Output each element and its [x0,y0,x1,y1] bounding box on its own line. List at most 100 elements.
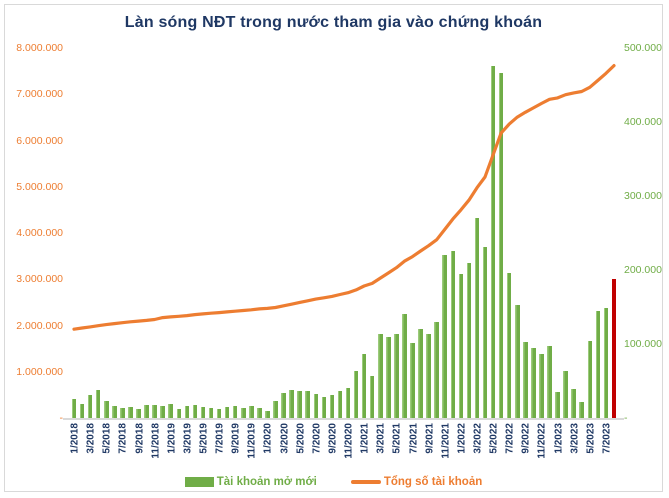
x-axis-tick-label: 11/2021 [440,423,452,459]
bar [200,406,206,418]
right-axis-tick-label: 100.000 [624,338,662,350]
bar [289,389,294,418]
chart-frame: Làn sóng NĐT trong nước tham gia vào chứ… [4,4,663,492]
bar [144,404,149,418]
bar [313,393,319,418]
bar [595,310,601,418]
chart-title: Làn sóng NĐT trong nước tham gia vào chứ… [124,14,543,31]
bar [418,329,423,418]
bar [265,410,270,418]
right-axis-tick-label: 500.000 [624,42,662,54]
bar [337,391,343,418]
x-axis-tick-label: 5/2019 [198,423,210,454]
x-axis-line [63,418,624,420]
x-axis-tick-label: 7/2018 [117,423,129,454]
bar [257,408,262,418]
bar [458,273,464,418]
x-axis-tick-label: 5/2018 [101,423,113,454]
bar [539,353,544,418]
left-axis-tick-label: 7.000.000 [16,88,63,101]
right-axis-tick-label: 300.000 [624,190,662,202]
x-axis-tick-label: 1/2019 [166,423,178,454]
right-axis-tick-label: 400.000 [624,116,662,128]
x-axis-tick-label: 3/2021 [375,423,387,454]
right-axis-tick-label: - [624,412,628,424]
bar [176,409,182,418]
bar [120,407,125,418]
x-axis-tick-label: 3/2018 [85,423,97,454]
bar [361,354,367,418]
bar [87,395,93,418]
bar [136,409,141,418]
left-axis-tick-label: 6.000.000 [16,134,63,147]
x-axis-tick-label: 9/2021 [424,423,436,454]
bar [79,403,85,418]
left-axis-tick-label: 5.000.000 [16,180,63,193]
bar [466,262,472,418]
bar [71,398,77,418]
left-axis-tick-label: 4.000.000 [16,227,63,239]
legend-bar-label: Tài khoản mở mới [216,476,317,488]
bar [160,406,165,418]
left-axis-tick-label: 1.000.000 [16,365,63,378]
bar [321,397,327,418]
legend: Tài khoản mở mới Tổng số tài khoản [5,471,662,491]
bar [305,391,310,418]
bar [603,307,609,418]
x-axis-tick-label: 7/2021 [408,423,419,454]
bar [345,387,351,418]
bar [442,255,447,418]
bar [192,404,198,418]
x-axis-tick-label: 3/2019 [182,423,194,454]
bar [555,392,560,418]
bar [587,341,593,418]
bar [249,406,254,418]
bar [95,389,101,418]
bar [152,405,157,418]
bar [224,406,230,418]
bar [547,346,552,418]
x-axis-tick-label: 11/2019 [246,423,258,459]
bar [232,406,238,418]
legend-line-swatch-icon [350,480,381,484]
x-axis-tick-label: 3/2020 [279,423,291,454]
x-axis-tick-label: 5/2023 [585,423,597,454]
bar [168,403,173,418]
bar [184,406,190,418]
x-axis-tick-label: 5/2020 [295,423,307,454]
bar [273,400,278,418]
bar [353,371,359,418]
x-axis-tick-label: 9/2020 [327,423,339,454]
left-axis-tick-label: 8.000.000 [16,42,63,54]
bar [112,406,117,418]
bar [208,408,214,418]
bar [281,392,286,418]
x-axis-tick-label: 5/2022 [488,423,500,454]
x-axis-tick-label: 1/2023 [553,423,565,454]
bar [434,321,439,418]
left-axis-tick-label: - [59,412,64,424]
x-axis-tick-label: 1/2018 [69,423,81,454]
x-axis-tick-label: 5/2021 [391,423,403,454]
right-axis-tick-label: 200.000 [624,264,662,276]
x-axis-tick-label: 1/2020 [262,423,274,454]
bar [241,407,246,418]
legend-bar-swatch-icon [184,477,214,487]
x-axis-tick-label: 3/2022 [472,423,484,454]
legend-item-total-accounts: Tổng số tài khoản [350,476,482,488]
bar [498,73,504,418]
bar [402,314,407,418]
bar [128,406,133,418]
legend-item-new-accounts: Tài khoản mở mới [184,476,317,488]
bar [386,336,391,418]
left-axis-tick-label: 2.000.000 [16,319,63,332]
bar [490,65,496,418]
bar [523,341,528,418]
bar [426,333,431,418]
x-axis-tick-label: 11/2022 [536,423,548,459]
x-axis-tick-label: 1/2021 [359,423,371,454]
x-axis-tick-label: 9/2022 [520,423,532,454]
bar [482,247,488,418]
x-axis-tick-label: 7/2022 [504,423,516,454]
x-axis-tick-label: 9/2018 [134,423,145,454]
